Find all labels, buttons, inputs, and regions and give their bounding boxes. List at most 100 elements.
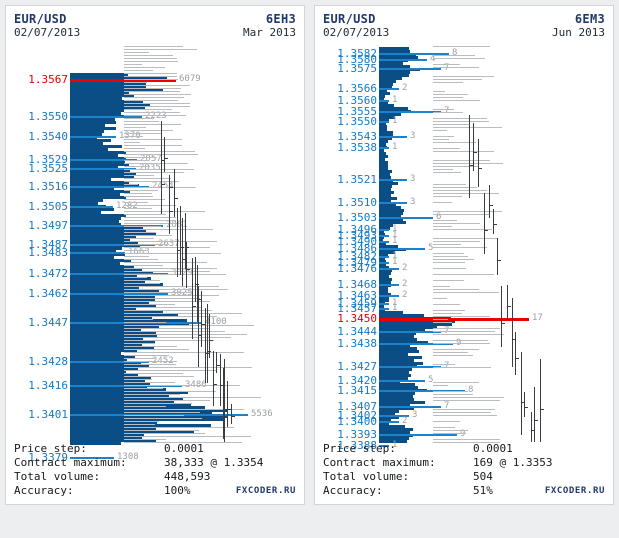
profile-volume-bar <box>379 422 389 425</box>
profile-volume-bar <box>379 419 391 422</box>
price-level-label[interactable]: 1.3415 <box>337 384 377 397</box>
price-level-label[interactable]: 1.3575 <box>337 62 377 75</box>
ohlc-bar <box>195 256 196 302</box>
price-level-label[interactable]: 1.3472 <box>28 267 68 280</box>
price-level-label[interactable]: 1.3428 <box>28 355 68 368</box>
price-level-label[interactable]: 1.3493 <box>337 229 377 242</box>
total-volume-label: Total volume: <box>14 470 101 483</box>
price-chart-volume-row <box>433 163 503 164</box>
brand-watermark: FXCODER.RU <box>544 486 605 496</box>
ohlc-close-tick <box>508 306 511 307</box>
price-level-label[interactable]: 1.3482 <box>337 250 377 263</box>
price-level-label[interactable]: 1.3582 <box>337 47 377 60</box>
price-level-label[interactable]: 1.3379 <box>28 451 68 464</box>
price-chart-volume-row <box>433 91 445 92</box>
price-level-label[interactable]: 1.3400 <box>337 415 377 428</box>
volume-value-label: 5 <box>428 243 434 253</box>
profile-volume-bar <box>379 371 409 374</box>
total-volume-value: 448,593 <box>164 470 211 483</box>
profile-volume-bar <box>70 97 122 100</box>
price-chart-volume-row <box>124 229 213 230</box>
price-level-label[interactable]: 1.3462 <box>28 287 68 300</box>
price-chart-volume-row <box>124 307 201 308</box>
price-level-label[interactable]: 1.3459 <box>337 297 377 310</box>
price-level-label[interactable]: 1.3490 <box>337 235 377 248</box>
price-level-label[interactable]: 1.3555 <box>337 105 377 118</box>
price-level-label[interactable]: 1.3516 <box>28 180 68 193</box>
ohlc-bar <box>507 285 508 320</box>
price-chart-volume-row <box>433 340 488 341</box>
price-level-label[interactable]: 1.3407 <box>337 400 377 413</box>
price-chart-volume-row <box>124 319 153 320</box>
price-level-label[interactable]: 1.3487 <box>28 238 68 251</box>
profile-volume-bar <box>379 368 412 371</box>
price-level-label[interactable]: 1.3486 <box>337 242 377 255</box>
price-chart-volume-row <box>124 397 261 398</box>
contract-month-label: Mar 2013 <box>243 26 296 39</box>
volume-value-label: 3 <box>412 410 418 420</box>
price-level-label[interactable]: 1.3427 <box>337 360 377 373</box>
price-step-label: Price step: <box>14 442 87 455</box>
price-level-label[interactable]: 1.3538 <box>337 141 377 154</box>
price-level-label[interactable]: 1.3483 <box>28 246 68 259</box>
profile-volume-bar <box>70 241 138 244</box>
price-chart-volume-row <box>433 172 461 173</box>
price-level-label[interactable]: 1.3476 <box>337 262 377 275</box>
price-level-label[interactable]: 1.3444 <box>337 325 377 338</box>
price-level-label[interactable]: 1.3457 <box>337 302 377 315</box>
price-level-label[interactable]: 1.3566 <box>337 82 377 95</box>
price-level-label[interactable]: 1.3543 <box>337 130 377 143</box>
price-level-label[interactable]: 1.3447 <box>28 316 68 329</box>
profile-volume-bar <box>70 358 127 361</box>
ohlc-close-tick <box>532 430 535 431</box>
price-level-label[interactable]: 1.3416 <box>28 379 68 392</box>
price-chart-volume-row <box>124 130 173 131</box>
price-level-label[interactable]: 1.3529 <box>28 153 68 166</box>
price-level-label[interactable]: 1.3463 <box>337 289 377 302</box>
profile-volume-bar <box>70 370 126 373</box>
price-chart-volume-row <box>433 280 464 281</box>
price-level-label[interactable]: 1.3420 <box>337 374 377 387</box>
price-level-label[interactable]: 1.3503 <box>337 211 377 224</box>
price-level-label[interactable]: 1.3550 <box>337 115 377 128</box>
price-level-label[interactable]: 1.3560 <box>337 94 377 107</box>
price-chart-volume-row <box>124 232 156 233</box>
total-volume-label: Total volume: <box>323 470 410 483</box>
price-level-label[interactable]: 1.3540 <box>28 130 68 143</box>
price-chart-volume-row <box>124 424 155 425</box>
price-level-label[interactable]: 1.3580 <box>337 53 377 66</box>
price-chart-volume-row <box>124 178 171 179</box>
profile-volume-bar <box>379 332 416 335</box>
volume-value-label: 1282 <box>116 201 138 211</box>
profile-volume-bar <box>379 290 388 293</box>
profile-volume-bar <box>379 362 423 365</box>
price-level-label[interactable]: 1.3468 <box>337 278 377 291</box>
ohlc-bar <box>174 169 175 218</box>
price-level-label[interactable]: 1.3438 <box>337 337 377 350</box>
price-level-label[interactable]: 1.3393 <box>337 428 377 441</box>
price-level-label[interactable]: 1.3496 <box>337 223 377 236</box>
price-level-label[interactable]: 1.3401 <box>28 408 68 421</box>
price-level-label[interactable]: 1.3521 <box>337 173 377 186</box>
ohlc-close-tick <box>479 168 482 169</box>
price-level-label[interactable]: 1.3479 <box>337 256 377 269</box>
price-level-label[interactable]: 1.3510 <box>337 196 377 209</box>
profile-volume-bar <box>379 203 396 206</box>
accuracy-value: 51% <box>473 484 493 497</box>
ohlc-close-tick <box>162 184 165 185</box>
price-level-label[interactable]: 1.3497 <box>28 219 68 232</box>
price-chart-volume-row <box>124 250 148 251</box>
price-chart-volume-row <box>124 379 152 380</box>
price-level-label-highlighted[interactable]: 1.3567 <box>28 73 68 86</box>
profile-volume-bar <box>379 329 425 332</box>
total-volume-value: 504 <box>473 470 493 483</box>
price-level-label[interactable]: 1.3525 <box>28 162 68 175</box>
profile-volume-bar <box>70 193 120 196</box>
profile-volume-bar <box>379 206 401 209</box>
price-level-label[interactable]: 1.3402 <box>337 409 377 422</box>
ohlc-close-tick <box>187 269 190 270</box>
price-level-label[interactable]: 1.3550 <box>28 110 68 123</box>
price-level-label[interactable]: 1.3388 <box>337 439 377 452</box>
price-level-label[interactable]: 1.3505 <box>28 200 68 213</box>
price-level-label-highlighted[interactable]: 1.3450 <box>337 312 377 325</box>
